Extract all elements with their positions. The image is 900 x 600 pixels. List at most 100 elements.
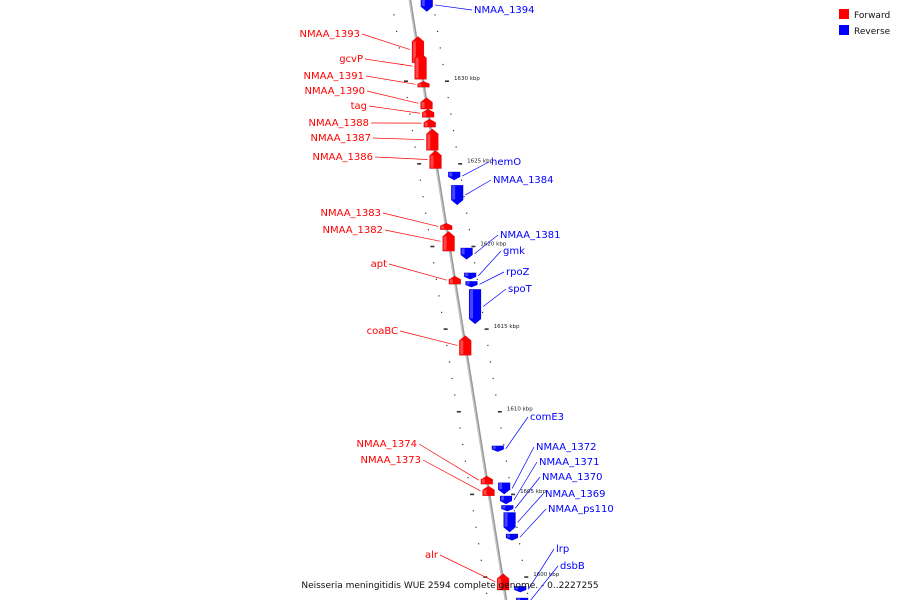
gene-highlight [430, 155, 434, 168]
gene-label[interactable]: NMAA_1383 [320, 208, 381, 219]
leader-line [517, 493, 544, 523]
gene-label[interactable]: NMAA_1381 [500, 230, 561, 241]
scale-dot-left [446, 344, 448, 347]
scale-dot-right [526, 592, 529, 594]
gene-label[interactable]: apt [371, 259, 387, 270]
scale-dot-right [484, 328, 489, 330]
gene-label[interactable]: NMAA_1382 [322, 225, 383, 236]
gene-NMAA_1372[interactable] [497, 482, 511, 495]
gene-NMAA_1381[interactable] [460, 247, 473, 260]
gene-dsbB[interactable] [515, 597, 529, 600]
gene-rpoZ[interactable] [465, 281, 478, 288]
gene-NMAA_1390[interactable] [420, 97, 433, 110]
gene-NMAA_ps110[interactable] [505, 533, 519, 541]
gene-NMAA_1373[interactable] [482, 485, 495, 497]
gene-spoT[interactable] [468, 289, 482, 325]
scale-dot-right [447, 96, 449, 99]
scale-dot-left [419, 179, 422, 181]
gene-label[interactable]: coaBC [367, 326, 398, 337]
leader-line [530, 565, 559, 600]
scale-dot-left [451, 377, 453, 380]
gene-highlight [501, 496, 504, 501]
gene-lrp[interactable] [514, 586, 527, 593]
gene-highlight [421, 102, 425, 109]
gene-label[interactable]: NMAA_1374 [356, 439, 417, 450]
scale-ticks: 1600 kbp 1605 kbp 1610 kbp 1615 kbp 1620 kbp… [393, 14, 560, 594]
gene-label[interactable]: NMAA_1372 [536, 442, 597, 453]
scale-dot-right [460, 179, 463, 181]
scale-dot-right [524, 576, 529, 578]
legend-forward-swatch [839, 9, 849, 19]
gene-label[interactable]: gmk [503, 246, 525, 257]
scale-dot-right [511, 493, 516, 496]
gene-label[interactable]: NMAA_1369 [545, 489, 606, 500]
gene-NMAA_1387[interactable] [426, 128, 439, 151]
gene-label[interactable]: comE3 [530, 412, 564, 423]
gene-gcvP[interactable] [414, 52, 427, 80]
gene-label[interactable]: NMAA_ps110 [548, 504, 614, 515]
gene-label[interactable]: hemO [491, 157, 521, 168]
scale-dot-right [434, 14, 436, 16]
gene-label[interactable]: NMAA_1370 [542, 472, 603, 483]
gene-NMAA_1382[interactable] [442, 231, 455, 252]
gene-NMAA_1383[interactable] [439, 222, 453, 231]
scale-dot-left [435, 278, 437, 280]
gene-NMAA_1388[interactable] [423, 118, 436, 128]
gene-highlight [441, 225, 445, 229]
scale-dot-left [438, 295, 440, 297]
gene-hemO[interactable] [447, 171, 461, 181]
gene-coaBC[interactable] [459, 335, 472, 356]
gene-label[interactable]: NMAA_1388 [308, 118, 369, 129]
gene-label[interactable]: NMAA_1384 [493, 175, 554, 186]
gene-NMAA_1394[interactable] [420, 0, 434, 12]
gene-label[interactable]: spoT [508, 284, 533, 295]
gene-NMAA_1384[interactable] [450, 184, 464, 206]
gene-label[interactable]: rpoZ [506, 267, 530, 278]
gene-apt[interactable] [448, 275, 462, 285]
gene-label[interactable]: NMAA_1371 [539, 457, 600, 468]
gene-highlight [465, 273, 469, 277]
gene-label[interactable]: NMAA_1373 [360, 455, 421, 466]
gene-comE3[interactable] [491, 445, 505, 453]
gene-label[interactable]: NMAA_1387 [310, 133, 371, 144]
gene-label[interactable]: NMAA_1390 [304, 86, 365, 97]
scale-dot-right [521, 559, 523, 561]
gene-tag[interactable] [421, 108, 435, 118]
gene-label[interactable]: alr [425, 550, 439, 561]
scale-dot-right [439, 47, 441, 49]
gene-alr[interactable] [496, 573, 510, 591]
gene-NMAA_1391[interactable] [417, 81, 430, 88]
leader-line [382, 212, 439, 227]
legend-forward-label: Forward [854, 11, 890, 21]
gene-label[interactable]: NMAA_1393 [299, 29, 360, 40]
scale-dot-right [476, 278, 478, 280]
leader-line [479, 271, 505, 285]
gene-highlight [498, 578, 502, 590]
scale-dot-left [393, 14, 395, 16]
gene-label[interactable]: NMAA_1386 [312, 152, 373, 163]
legend-reverse-swatch [839, 25, 849, 35]
gene-label[interactable]: dsbB [560, 561, 585, 572]
gene-NMAA_1374[interactable] [480, 475, 494, 485]
gene-NMAA_1386[interactable] [429, 150, 442, 169]
scale-dot-right [450, 113, 452, 115]
gene-label[interactable]: NMAA_1394 [474, 5, 535, 16]
gene-NMAA_1370[interactable] [501, 505, 514, 512]
gene-NMAA_1369[interactable] [503, 512, 516, 533]
label-leader-lines [361, 4, 559, 600]
scale-dot-right [463, 196, 465, 198]
scale-dot-right [513, 510, 515, 512]
gene-gmk[interactable] [463, 272, 477, 280]
gene-label[interactable]: gcvP [339, 54, 363, 65]
leader-line [527, 548, 555, 590]
gene-label[interactable]: lrp [556, 544, 569, 555]
scale-dot-left [464, 460, 466, 462]
gene-highlight [415, 57, 419, 79]
leader-line [482, 288, 507, 307]
gene-highlight [492, 446, 496, 449]
gene-label[interactable]: tag [351, 101, 367, 112]
leader-line [477, 250, 502, 277]
gene-label[interactable]: NMAA_1391 [303, 71, 364, 82]
gene-highlight [449, 279, 453, 284]
gene-NMAA_1371[interactable] [499, 495, 513, 505]
